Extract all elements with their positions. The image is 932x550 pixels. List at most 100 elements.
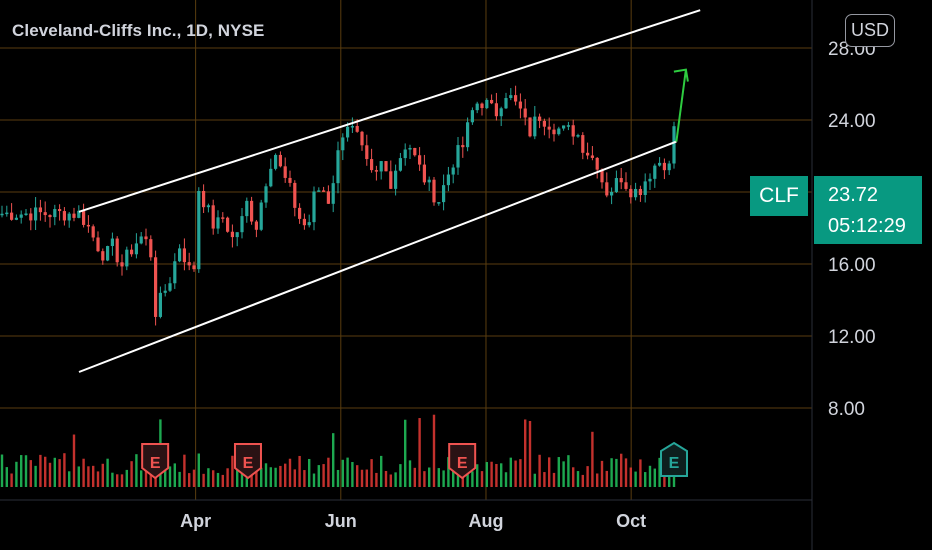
last-price-badge: 23.72 05:12:29 [814,176,922,244]
candle-body [638,188,642,195]
volume-bar [524,419,527,487]
candle-body [168,283,172,291]
volume-bar [298,455,301,487]
candle-body [374,170,378,172]
channel-upper-line [78,9,701,213]
candle-body [427,179,431,183]
volume-bar [168,466,172,487]
volume-bar [466,471,469,487]
volume-bar [538,454,541,487]
candle-body [91,226,95,238]
candle-body [307,222,311,226]
volume-bar [620,453,623,487]
projection-arrow-line [675,69,687,142]
volume-bar [581,474,584,487]
candle-body [360,131,364,146]
candle-body [178,248,182,262]
candle-body [259,202,263,230]
candle-body [629,188,633,198]
volume-bar [485,462,488,487]
candle-body [581,135,585,153]
volume-bar [615,458,618,487]
candle-body [595,157,599,170]
candle-body [408,147,412,150]
candle-body [274,154,278,169]
candle-body [634,188,638,198]
volume-bar [480,471,484,487]
volume-bar [562,461,565,487]
candle-body [82,210,86,225]
candle-body [346,126,350,138]
volume-bar [216,472,220,487]
candle-body [470,110,474,123]
volume-bar [96,471,100,487]
volume-bar [164,467,167,487]
candle-body [154,257,158,317]
earnings-marker[interactable]: E [660,441,688,477]
volume-bar [495,463,498,487]
volume-bar [629,467,632,487]
volume-bar [53,457,56,487]
volume-bar [514,460,517,487]
volume-bar [101,463,104,487]
volume-bar [197,453,200,487]
candle-body [216,217,220,229]
volume-bar [183,454,186,487]
candle-body [437,202,441,204]
candle-body [202,190,206,208]
candle-body [480,103,484,109]
candle-body [192,265,196,270]
candle-body [173,261,177,284]
volume-bar [576,471,580,487]
candle-body [523,108,527,118]
volume-bar [327,457,330,487]
volume-bar [336,469,340,487]
candle-body [365,145,369,160]
volume-bar [639,459,642,487]
currency-button[interactable]: USD [845,14,895,47]
candle-body [206,205,210,208]
candle-body [504,98,508,109]
volume-bar [48,462,52,487]
volume-bar [552,472,556,487]
candle-body [619,178,623,183]
time-tick-label: Oct [616,511,646,531]
volume-bar [77,466,80,487]
candle-body [624,182,628,189]
candle-body [14,217,18,220]
candle-body [389,171,393,189]
candle-body [72,213,76,218]
candle-body [182,248,186,263]
candle-body [326,191,330,204]
candle-body [576,135,580,137]
svg-text:E: E [457,455,468,472]
volume-bar [365,469,368,487]
candle-body [490,99,494,104]
candle-body [106,246,110,261]
volume-bar [39,454,42,487]
volume-bar [87,466,90,487]
volume-bar [10,473,13,487]
volume-bar [178,471,181,487]
candle-body [542,120,546,127]
earnings-marker[interactable]: E [448,443,477,480]
candle-body [590,155,594,158]
volume-bar [24,455,28,487]
earnings-marker[interactable]: E [233,443,262,480]
volume-bar [82,458,85,487]
volume-bar [44,456,47,487]
volume-bar [116,474,119,487]
volume-bar [557,457,560,487]
candle-body [197,190,201,270]
volume-bar [384,470,388,487]
volume-bar [399,464,402,487]
candle-body [667,163,671,171]
candle-body [653,165,657,179]
candle-body [211,205,215,229]
candle-body [336,150,340,184]
volume-bar [308,458,311,487]
volume-bar [437,468,440,487]
candle-body [221,217,225,219]
earnings-marker[interactable]: E [141,443,170,480]
